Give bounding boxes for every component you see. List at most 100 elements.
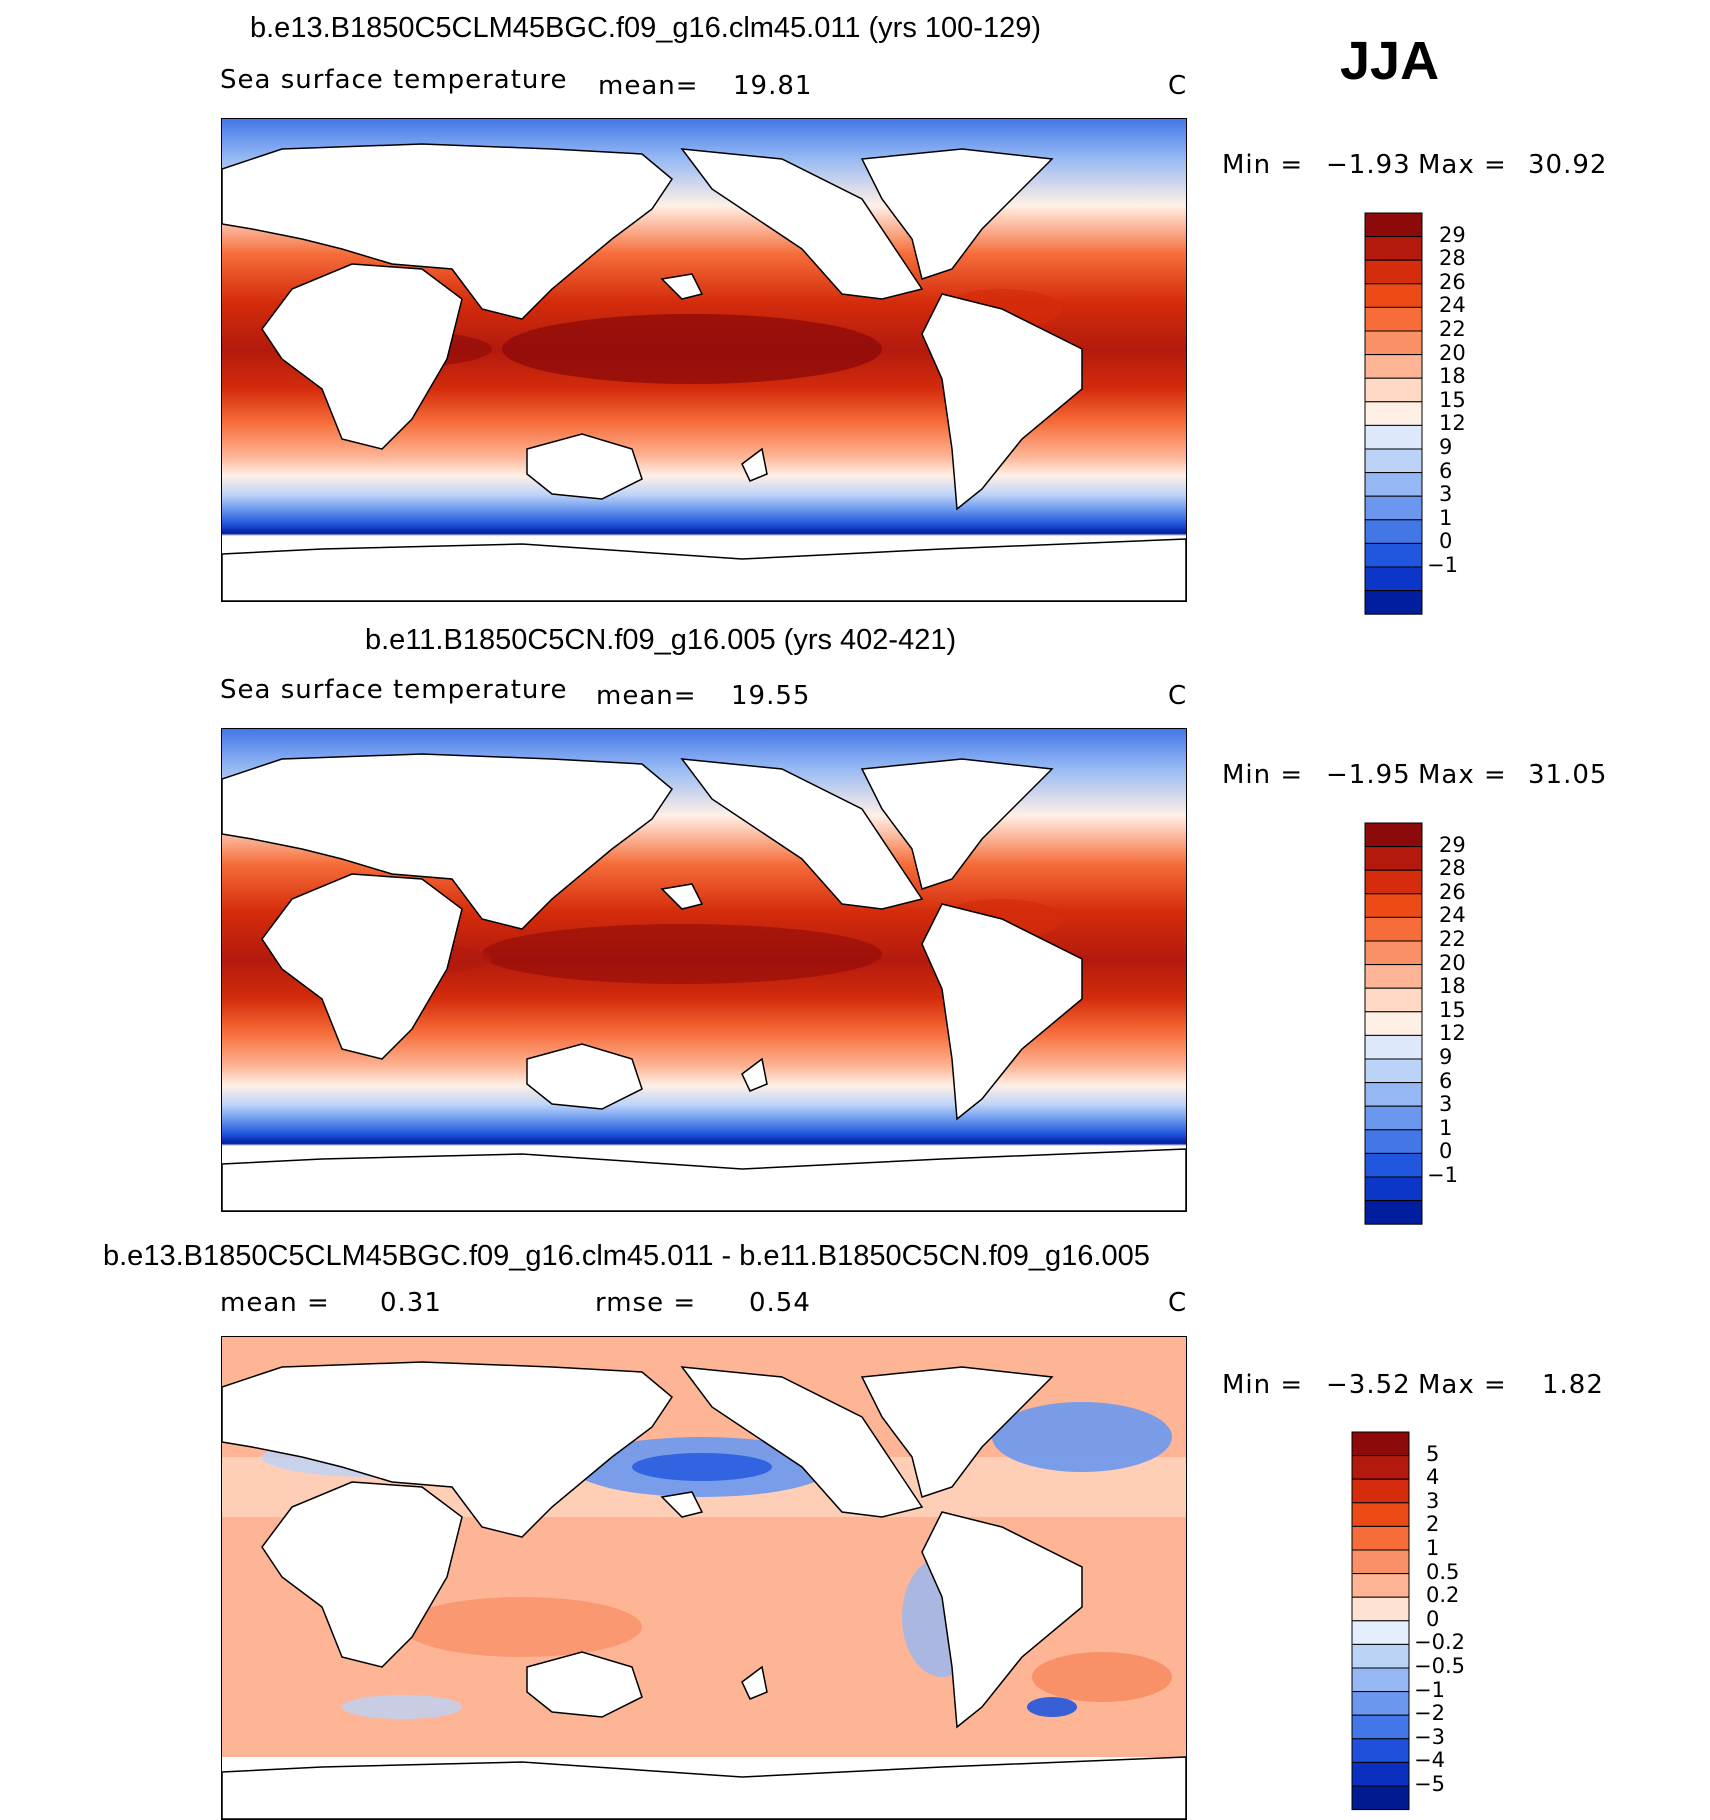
panel-3-max-label: Max = (1418, 1370, 1507, 1400)
colorbar-tick-label: 1 (1439, 1115, 1453, 1140)
colorbar-tick-label: 26 (1439, 879, 1466, 904)
panel-3-title: b.e13.B1850C5CLM45BGC.f09_g16.clm45.011 … (103, 1240, 1150, 1272)
colorbar-tick-label: 20 (1439, 340, 1466, 365)
colorbar-box (1364, 916, 1423, 942)
colorbar-box (1364, 1034, 1423, 1060)
colorbar-tick-label: 22 (1439, 927, 1466, 951)
panel-3-min-value: −3.52 (1326, 1370, 1411, 1400)
colorbar-box (1364, 542, 1423, 568)
colorbar-tick-label: 0 (1439, 529, 1453, 554)
colorbar-box (1351, 1502, 1410, 1527)
colorbar-box (1364, 987, 1423, 1013)
sst-map-1 (222, 119, 1186, 601)
panel-2-units: C (1168, 681, 1188, 711)
colorbar-box (1364, 1200, 1423, 1225)
colorbar-tick-label: 12 (1439, 1021, 1466, 1046)
colorbar-box (1364, 1058, 1423, 1084)
colorbar-box (1364, 306, 1423, 332)
season-label: JJA (1340, 31, 1440, 91)
colorbar-box (1364, 212, 1423, 238)
sst-map-2 (222, 729, 1186, 1211)
colorbar-tick-label: 0 (1426, 1606, 1440, 1631)
colorbar-box (1351, 1573, 1410, 1598)
colorbar-box (1364, 964, 1423, 989)
panel-3-units: C (1168, 1288, 1188, 1318)
colorbar-box (1351, 1785, 1410, 1811)
colorbar-tick-label: 18 (1439, 364, 1466, 389)
colorbar-box (1364, 869, 1423, 895)
panel-3-rmse-label: rmse = (595, 1288, 697, 1318)
panel-2-min-label: Min = (1222, 760, 1304, 790)
panel-3-max-value: 1.82 (1542, 1370, 1604, 1400)
colorbar-tick-label: 24 (1439, 903, 1466, 928)
colorbar-box (1364, 401, 1423, 426)
colorbar-tick-label: 5 (1426, 1441, 1440, 1466)
panel-2-map (221, 728, 1187, 1212)
panel-1-mean-label: mean= (598, 71, 699, 101)
panel-3-map (221, 1336, 1187, 1820)
colorbar-tick-label: 12 (1439, 411, 1466, 436)
colorbar-tick-label: 1 (1439, 505, 1453, 530)
panel-2-title: b.e11.B1850C5CN.f09_g16.005 (yrs 402-421… (365, 624, 957, 656)
colorbar-box (1351, 1431, 1410, 1457)
panel-1-title: b.e13.B1850C5CLM45BGC.f09_g16.clm45.011 … (250, 12, 1041, 44)
colorbar-box (1364, 330, 1423, 356)
colorbar-tick-label: 0 (1439, 1139, 1453, 1164)
colorbar-box (1364, 354, 1423, 379)
panel-1-map (221, 118, 1187, 602)
colorbar-tick-label: 28 (1439, 246, 1466, 271)
colorbar-tick-label: 29 (1439, 832, 1466, 857)
colorbar-tick-label: 15 (1439, 997, 1466, 1022)
colorbar-tick-label: −2 (1414, 1701, 1445, 1726)
colorbar-box (1351, 1691, 1410, 1716)
colorbar-box (1364, 236, 1423, 261)
colorbar-box (1351, 1455, 1410, 1480)
colorbar-tick-label: −0.5 (1414, 1654, 1465, 1678)
colorbar-box (1351, 1761, 1410, 1787)
colorbar-box (1364, 1152, 1423, 1178)
colorbar-box (1364, 519, 1423, 544)
panel-1-variable: Sea surface temperature (220, 65, 568, 95)
colorbar-tick-label: −1 (1427, 553, 1458, 577)
colorbar-box (1351, 1714, 1410, 1740)
colorbar-tick-label: 2 (1426, 1512, 1440, 1537)
colorbar-tick-label: 0.2 (1426, 1583, 1460, 1608)
colorbar-box (1364, 1176, 1423, 1202)
colorbar-tick-label: −4 (1414, 1748, 1445, 1773)
panel-2-colorbar: 29 28 26 24 22 20 18 15 12 9 6 3 1 0 −1 (1364, 822, 1504, 1232)
panel-1-min-label: Min = (1222, 150, 1304, 180)
sst-diff-map (222, 1337, 1186, 1819)
colorbar-box (1351, 1549, 1410, 1575)
colorbar-tick-label: −5 (1414, 1772, 1445, 1796)
colorbar-tick-label: 15 (1439, 387, 1466, 412)
colorbar-tick-label: 9 (1439, 435, 1453, 459)
colorbar-tick-label: 4 (1426, 1465, 1440, 1490)
panel-2-min-value: −1.95 (1326, 760, 1411, 790)
colorbar-tick-label: 3 (1439, 482, 1453, 507)
colorbar-tick-label: 3 (1439, 1092, 1453, 1117)
colorbar-tick-label: 6 (1439, 458, 1453, 483)
panel-3-mean-value: 0.31 (380, 1288, 442, 1318)
colorbar-box (1351, 1620, 1410, 1645)
colorbar-tick-label: 0.5 (1426, 1559, 1460, 1584)
colorbar-tick-label: 20 (1439, 950, 1466, 975)
colorbar-box (1351, 1643, 1410, 1669)
colorbar-box (1364, 259, 1423, 285)
panel-3-rmse-value: 0.54 (749, 1288, 811, 1318)
colorbar-box (1364, 940, 1423, 966)
panel-1-units: C (1168, 71, 1188, 101)
colorbar-box (1364, 283, 1423, 308)
panel-1-min-value: −1.93 (1326, 150, 1411, 180)
colorbar-box (1364, 846, 1423, 871)
colorbar-tick-label: −0.2 (1414, 1630, 1465, 1655)
colorbar-tick-label: −1 (1427, 1163, 1458, 1187)
colorbar-tick-label: −3 (1414, 1724, 1445, 1749)
colorbar-tick-label: 24 (1439, 293, 1466, 318)
panel-3-min-label: Min = (1222, 1370, 1304, 1400)
colorbar-tick-label: 28 (1439, 856, 1466, 881)
colorbar-box (1364, 424, 1423, 450)
panel-2-max-value: 31.05 (1528, 760, 1608, 790)
colorbar-box (1351, 1525, 1410, 1551)
colorbar-box (1351, 1738, 1410, 1763)
colorbar-box (1364, 1082, 1423, 1107)
